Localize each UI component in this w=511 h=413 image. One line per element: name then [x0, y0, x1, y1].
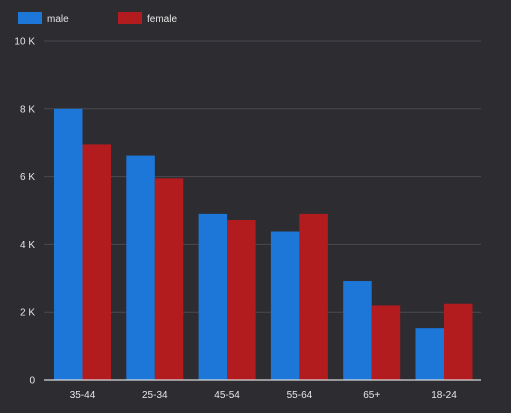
bar-female-45-54[interactable]	[227, 219, 256, 380]
bar-male-25-34[interactable]	[126, 155, 155, 380]
legend-swatch	[118, 12, 142, 24]
legend-item-male[interactable]: male	[18, 12, 69, 25]
bar-female-35-44[interactable]	[82, 144, 112, 380]
bars	[54, 108, 473, 381]
bar-female-18-24[interactable]	[444, 303, 473, 380]
legend-label: female	[147, 14, 177, 25]
bar-female-65+[interactable]	[371, 305, 401, 380]
x-axis: 35-44 25-34 45-54 55-64 65+ 18-24	[44, 379, 481, 401]
y-axis: 0 2 K 4 K 6 K 8 K 10 K	[14, 37, 35, 387]
bar-male-18-24[interactable]	[415, 328, 445, 380]
legend-item-female[interactable]: female	[118, 12, 177, 25]
x-tick-label: 55-64	[287, 390, 313, 401]
x-tick-label: 18-24	[431, 390, 457, 401]
y-tick-label: 2 K	[20, 308, 35, 319]
y-tick-label: 6 K	[20, 172, 35, 183]
x-tick-label: 35-44	[70, 390, 96, 401]
y-tick-label: 0	[29, 376, 35, 387]
y-tick-label: 4 K	[20, 240, 35, 251]
bar-male-65+[interactable]	[343, 281, 372, 380]
legend-swatch	[18, 12, 42, 24]
x-tick-label: 25-34	[142, 390, 168, 401]
bar-female-25-34[interactable]	[154, 178, 184, 380]
y-tick-label: 10 K	[14, 37, 35, 48]
x-tick-label: 65+	[363, 390, 380, 401]
legend-label: male	[47, 14, 69, 25]
x-tick-label: 45-54	[214, 390, 240, 401]
gridlines	[44, 40, 481, 313]
bar-male-35-44[interactable]	[54, 108, 83, 381]
y-tick-label: 8 K	[20, 104, 35, 115]
bar-female-55-64[interactable]	[299, 213, 328, 380]
legend: male female	[18, 12, 177, 25]
bar-male-55-64[interactable]	[270, 231, 300, 380]
bar-male-45-54[interactable]	[198, 213, 228, 380]
